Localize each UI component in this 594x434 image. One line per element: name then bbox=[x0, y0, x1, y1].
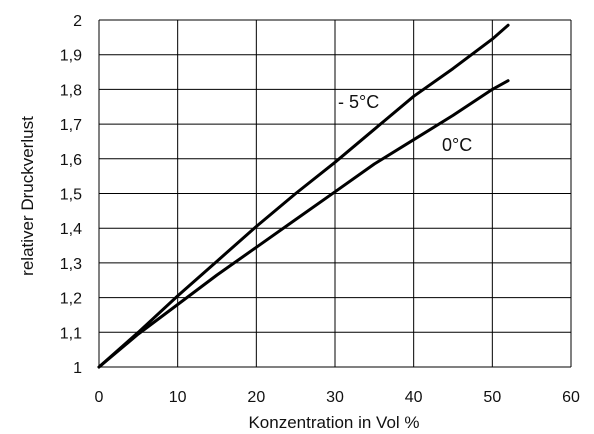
x-tick-label: 10 bbox=[169, 389, 187, 406]
x-tick-label: 50 bbox=[483, 389, 501, 406]
series-line-minus5 bbox=[97, 23, 510, 369]
y-tick-label: 2 bbox=[73, 13, 82, 30]
series-label-minus5: - 5°C bbox=[338, 92, 379, 112]
x-tick-label: 60 bbox=[562, 389, 580, 406]
x-tick-label: 0 bbox=[95, 389, 104, 406]
x-tick-label: 40 bbox=[405, 389, 423, 406]
y-tick-label: 1,7 bbox=[60, 117, 82, 134]
y-axis-title: relativer Druckverlust bbox=[18, 116, 37, 276]
x-tick-label: 30 bbox=[326, 389, 344, 406]
y-tick-label: 1,9 bbox=[60, 48, 82, 65]
y-tick-label: 1,5 bbox=[60, 187, 82, 204]
y-tick-label: 1,8 bbox=[60, 82, 82, 99]
series-label-0: 0°C bbox=[442, 135, 472, 155]
y-tick-label: 1,1 bbox=[60, 325, 82, 342]
y-tick-label: 1 bbox=[73, 360, 82, 377]
tick-labels: 0 10 20 30 40 50 60 1 1,1 1,2 1,3 1,4 1,5 1,6 1,7 1,8 1,… bbox=[60, 13, 580, 406]
series-line-0 bbox=[97, 79, 510, 369]
y-tick-label: 1,4 bbox=[60, 221, 82, 238]
series-lines bbox=[97, 23, 510, 369]
x-tick-label: 20 bbox=[247, 389, 265, 406]
y-tick-label: 1,2 bbox=[60, 291, 82, 308]
x-axis-title: Konzentration in Vol % bbox=[248, 413, 419, 432]
y-tick-label: 1,3 bbox=[60, 256, 82, 273]
y-tick-label: 1,6 bbox=[60, 152, 82, 169]
